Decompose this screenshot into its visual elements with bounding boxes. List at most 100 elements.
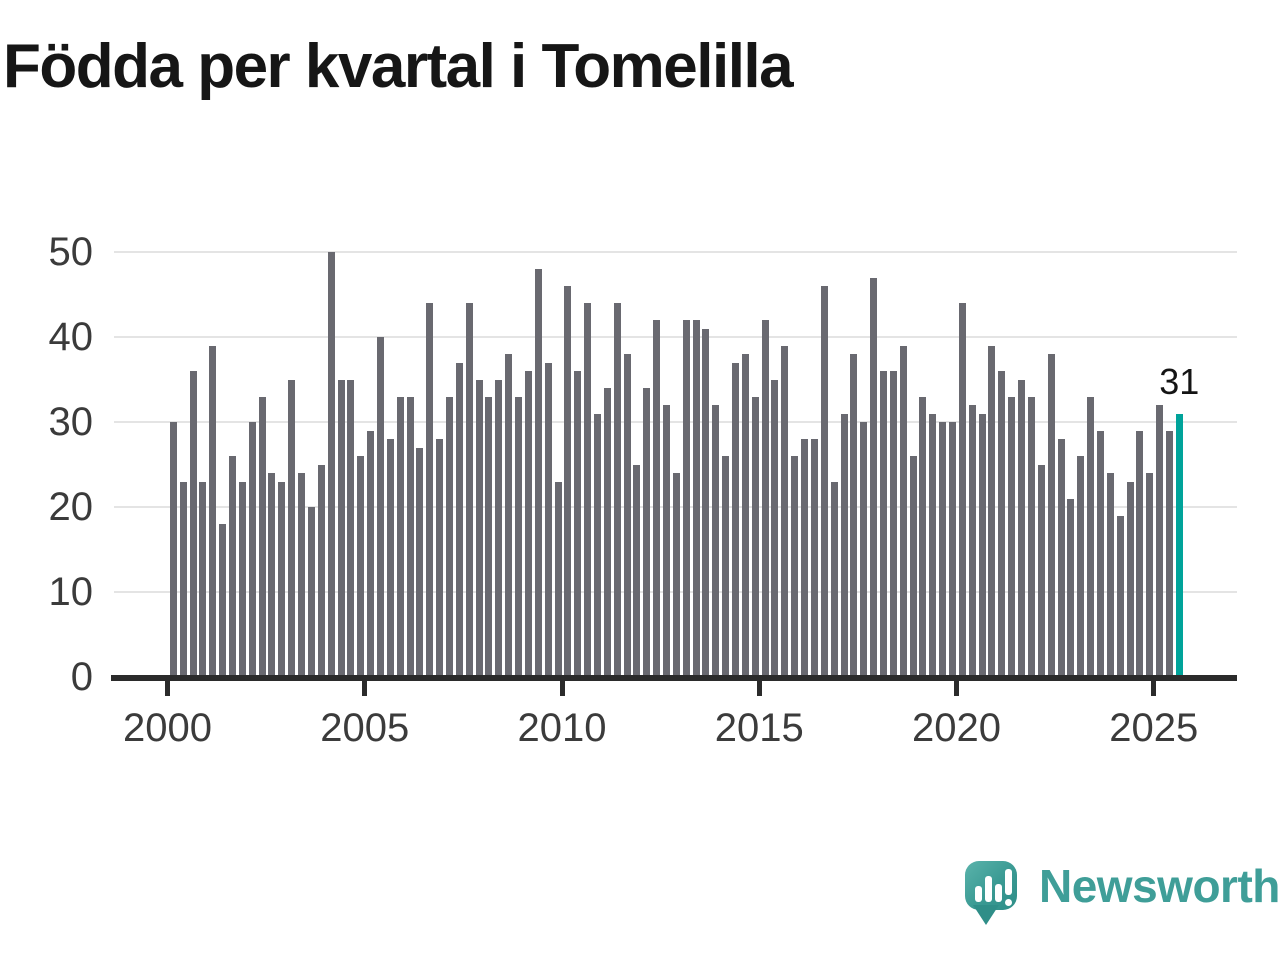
bar-2022K1 — [1037, 464, 1045, 676]
exclamation-icon-dot — [1005, 899, 1012, 906]
newsworthy-logo-text: Newsworthy — [1039, 859, 1280, 912]
bar-2009K3 — [544, 362, 552, 676]
x-tick-2020 — [954, 679, 960, 696]
bar-2006K2 — [416, 447, 424, 676]
bar-2001K4 — [238, 481, 246, 676]
bar-2021K4 — [1027, 396, 1035, 676]
bar-2010K4 — [593, 413, 601, 676]
bar-2003K4 — [317, 464, 325, 676]
bar-2012K3 — [663, 405, 670, 676]
bar-2016K2 — [810, 439, 818, 676]
bar-2024K3 — [1136, 430, 1144, 676]
bar-2000K3 — [189, 371, 197, 676]
bar-2015K2 — [771, 379, 779, 676]
bar-2011K1 — [603, 388, 611, 676]
bar-2003K1 — [288, 379, 296, 676]
bar-2010K2 — [574, 371, 582, 676]
bar-2012K4 — [672, 473, 680, 676]
bar-2006K3 — [426, 303, 434, 676]
speech-bubble-tail — [973, 905, 999, 925]
y-axis-label-40: 40 — [48, 315, 94, 359]
bar-2025K3 — [1175, 413, 1183, 676]
bar-2005K2 — [376, 337, 384, 676]
bar-2014K2 — [732, 362, 739, 676]
x-tick-2025 — [1151, 679, 1157, 696]
bar-2021K1 — [998, 371, 1006, 676]
bar-2008K4 — [515, 396, 522, 676]
bar-2015K3 — [781, 345, 789, 676]
bar-2019K4 — [949, 422, 956, 676]
bar-2019K2 — [929, 413, 937, 676]
bar-2022K3 — [1057, 439, 1065, 676]
bar-2023K3 — [1096, 430, 1104, 676]
bar-2007K2 — [455, 362, 463, 676]
y-axis-label-20: 20 — [48, 485, 94, 529]
y-axis-label-50: 50 — [48, 230, 94, 274]
bar-2001K3 — [229, 456, 236, 676]
bar-2006K1 — [406, 396, 414, 676]
newsworthy-logo[interactable]: Newsworthy — [965, 859, 1280, 925]
bar-2019K1 — [919, 396, 927, 676]
bar-2009K4 — [554, 481, 562, 676]
bar-2013K4 — [712, 405, 720, 676]
x-axis-label-2015: 2015 — [714, 706, 804, 750]
bar-2025K2 — [1166, 430, 1173, 676]
bar-2008K1 — [485, 396, 493, 676]
bar-2011K4 — [633, 464, 641, 676]
bar-2013K1 — [682, 320, 690, 676]
bar-2023K2 — [1087, 396, 1095, 676]
bar-2017K3 — [860, 422, 868, 676]
bar-2021K3 — [1018, 379, 1025, 676]
x-axis-label-2005: 2005 — [320, 706, 410, 750]
bar-2002K2 — [258, 396, 266, 676]
bar-2002K4 — [278, 481, 286, 676]
bar-2020K4 — [988, 345, 996, 676]
bar-chart-icon — [975, 886, 982, 902]
bar-2024K2 — [1126, 481, 1134, 676]
bar-2007K3 — [465, 303, 473, 676]
bar-2002K1 — [248, 422, 256, 676]
y-axis-label-0: 0 — [70, 655, 93, 699]
x-tick-2015 — [756, 679, 762, 696]
bar-2004K3 — [347, 379, 355, 676]
bar-2009K2 — [534, 269, 542, 676]
x-tick-2010 — [559, 679, 565, 696]
bar-2017K4 — [870, 277, 878, 676]
bar-2014K1 — [722, 456, 730, 676]
bar-2007K4 — [475, 379, 483, 676]
bar-2016K4 — [830, 481, 838, 676]
x-axis-label-2025: 2025 — [1109, 706, 1199, 750]
x-axis-line — [111, 675, 1237, 681]
x-axis-label-2000: 2000 — [123, 706, 212, 750]
bar-2022K4 — [1067, 498, 1075, 676]
bar-2010K1 — [564, 286, 572, 676]
bar-2000K4 — [199, 481, 207, 676]
bar-2012K2 — [653, 320, 661, 676]
bar-2003K2 — [298, 473, 305, 676]
bar-2024K1 — [1116, 515, 1124, 676]
y-axis-label-30: 30 — [48, 400, 94, 444]
bar-2014K4 — [751, 396, 759, 676]
x-tick-2005 — [362, 679, 368, 696]
bar-2004K4 — [357, 456, 365, 676]
bar-2002K3 — [268, 473, 276, 676]
bar-2015K1 — [761, 320, 769, 676]
bar-2005K4 — [396, 396, 404, 676]
bar-2009K1 — [524, 371, 532, 676]
bar-2016K3 — [820, 286, 828, 676]
bar-2021K2 — [1008, 396, 1016, 676]
bar-2012K1 — [643, 388, 651, 676]
y-axis-label-10: 10 — [48, 570, 94, 614]
bar-2014K3 — [741, 354, 749, 676]
x-axis-label-2010: 2010 — [517, 706, 607, 750]
bar-2007K1 — [446, 396, 453, 676]
bar-2018K2 — [889, 371, 897, 676]
gridline-y-50 — [114, 251, 1237, 253]
bar-2008K3 — [505, 354, 513, 676]
exclamation-icon — [1005, 869, 1012, 895]
bar-2003K3 — [307, 507, 315, 676]
bar-2020K3 — [978, 413, 986, 676]
bar-2000K2 — [179, 481, 187, 676]
bar-2022K2 — [1047, 354, 1055, 676]
